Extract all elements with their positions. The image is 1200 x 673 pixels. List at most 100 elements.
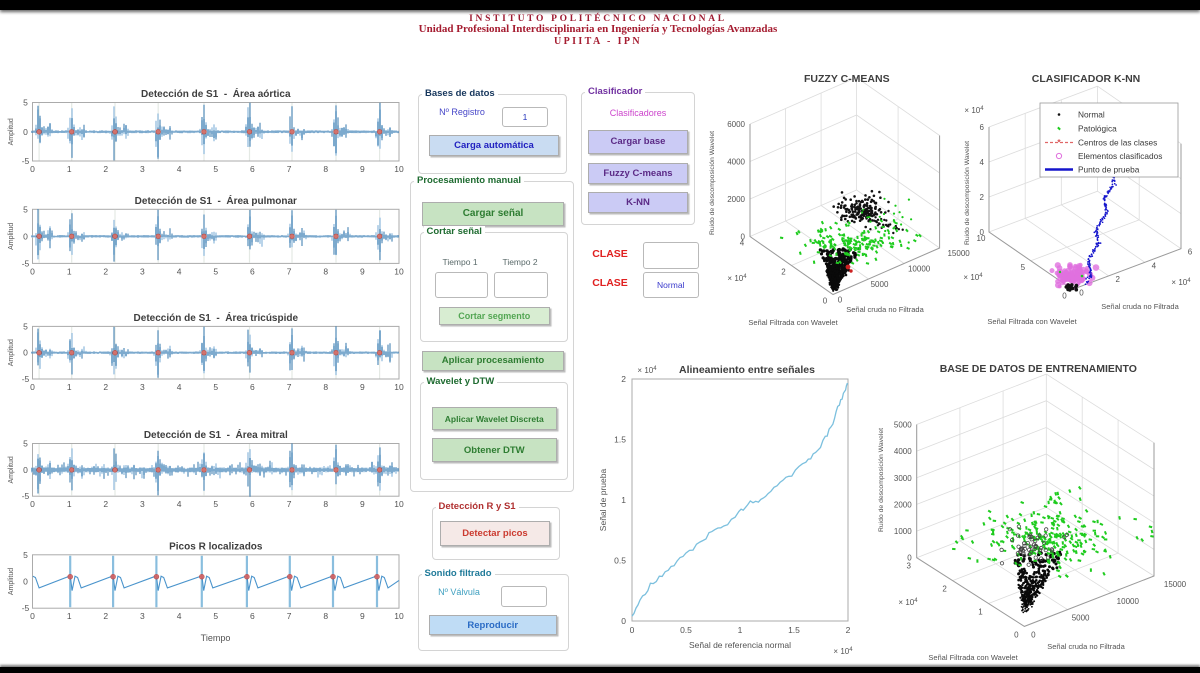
svg-text:Señal cruda no Filtrada: Señal cruda no Filtrada <box>1047 642 1125 651</box>
svg-text:4000: 4000 <box>894 447 912 456</box>
svg-text:5: 5 <box>23 204 28 214</box>
svg-text:Elementos clasificados: Elementos clasificados <box>1078 151 1162 161</box>
svg-text:0: 0 <box>838 296 843 305</box>
svg-text:0: 0 <box>30 499 35 509</box>
svg-text:4: 4 <box>1152 261 1157 270</box>
svg-text:8: 8 <box>323 611 328 621</box>
svg-text:Amplitud: Amplitud <box>8 456 15 483</box>
svg-text:Ruido de descomposición Wavele: Ruido de descomposición Wavelet <box>709 131 716 235</box>
svg-text:1: 1 <box>978 608 983 617</box>
svg-text:9: 9 <box>360 611 365 621</box>
svg-text:Tiempo: Tiempo <box>201 633 231 643</box>
svg-text:8: 8 <box>323 266 328 276</box>
svg-text:8: 8 <box>323 164 328 174</box>
svg-text:9: 9 <box>360 382 365 392</box>
svg-text:2000: 2000 <box>727 195 745 204</box>
svg-text:*: * <box>1057 138 1061 148</box>
svg-text:0: 0 <box>1062 292 1067 301</box>
svg-text:3: 3 <box>140 611 145 621</box>
svg-text:0: 0 <box>621 616 626 626</box>
svg-text:Señal Filtrada con Wavelet: Señal Filtrada con Wavelet <box>748 318 838 327</box>
svg-text:Amplitud: Amplitud <box>8 568 15 595</box>
svg-text:Normal: Normal <box>1078 110 1105 120</box>
svg-text:Centros de las clases: Centros de las clases <box>1078 138 1157 148</box>
svg-text:7: 7 <box>287 611 292 621</box>
svg-text:2: 2 <box>781 268 786 277</box>
svg-text:2: 2 <box>1115 275 1120 284</box>
svg-text:5: 5 <box>1021 263 1026 272</box>
svg-text:Señal de prueba: Señal de prueba <box>598 469 608 532</box>
svg-text:0: 0 <box>23 465 28 475</box>
svg-text:FUZZY C-MEANS: FUZZY C-MEANS <box>804 73 890 85</box>
svg-text:0: 0 <box>1079 289 1084 298</box>
svg-text:0: 0 <box>30 611 35 621</box>
svg-text:× 104: × 104 <box>833 647 853 656</box>
svg-text:5: 5 <box>23 321 28 331</box>
svg-text:× 104: × 104 <box>1171 278 1191 287</box>
svg-text:5: 5 <box>23 439 28 449</box>
svg-text:0: 0 <box>23 127 28 137</box>
svg-text:10: 10 <box>394 164 404 174</box>
svg-text:10000: 10000 <box>1117 597 1140 606</box>
svg-text:15000: 15000 <box>1164 580 1187 589</box>
svg-text:1: 1 <box>67 611 72 621</box>
svg-text:5: 5 <box>213 499 218 509</box>
svg-text:0: 0 <box>980 228 985 237</box>
svg-text:-5: -5 <box>22 374 30 384</box>
svg-text:4: 4 <box>177 382 182 392</box>
svg-text:0: 0 <box>1031 630 1036 639</box>
svg-text:1.5: 1.5 <box>614 435 626 445</box>
svg-text:4: 4 <box>177 611 182 621</box>
svg-text:Punto de prueba: Punto de prueba <box>1078 165 1140 175</box>
svg-text:Detección de S1 - Área aórti: Detección de S1 - Área aórtica <box>141 87 291 100</box>
svg-text:0: 0 <box>907 554 912 563</box>
svg-text:1: 1 <box>67 499 72 509</box>
svg-text:6: 6 <box>250 499 255 509</box>
svg-text:9: 9 <box>360 499 365 509</box>
svg-text:1.5: 1.5 <box>788 625 800 635</box>
svg-text:10: 10 <box>394 266 404 276</box>
svg-text:-5: -5 <box>22 156 30 166</box>
svg-text:5: 5 <box>213 611 218 621</box>
svg-text:5: 5 <box>213 382 218 392</box>
svg-text:10: 10 <box>394 382 404 392</box>
svg-text:× 104: × 104 <box>727 274 747 283</box>
svg-text:5000: 5000 <box>894 421 912 430</box>
svg-text:Señal cruda no Filtrada: Señal cruda no Filtrada <box>1101 302 1179 311</box>
svg-text:6: 6 <box>1188 248 1193 257</box>
svg-text:5000: 5000 <box>1072 614 1090 623</box>
svg-text:0.5: 0.5 <box>680 625 692 635</box>
svg-text:8: 8 <box>323 382 328 392</box>
svg-text:4: 4 <box>740 239 745 248</box>
svg-text:1: 1 <box>67 266 72 276</box>
svg-text:10: 10 <box>394 611 404 621</box>
svg-text:4: 4 <box>177 164 182 174</box>
svg-text:2: 2 <box>846 625 851 635</box>
svg-text:8: 8 <box>323 499 328 509</box>
svg-text:5: 5 <box>23 98 28 108</box>
svg-text:4: 4 <box>177 266 182 276</box>
svg-text:2: 2 <box>980 193 985 202</box>
svg-text:Patológica: Patológica <box>1078 124 1117 134</box>
svg-text:0: 0 <box>823 297 828 306</box>
svg-text:Señal de referencia normal: Señal de referencia normal <box>689 640 791 650</box>
svg-text:Detección de S1 - Área mitra: Detección de S1 - Área mitral <box>144 428 288 441</box>
svg-text:Detección de S1 - Área pulmo: Detección de S1 - Área pulmonar <box>135 194 297 207</box>
svg-text:2: 2 <box>103 611 108 621</box>
svg-text:6: 6 <box>250 164 255 174</box>
svg-text:5: 5 <box>213 164 218 174</box>
svg-text:0: 0 <box>630 625 635 635</box>
svg-text:1: 1 <box>67 382 72 392</box>
svg-text:5: 5 <box>213 266 218 276</box>
svg-text:6: 6 <box>980 123 985 132</box>
svg-text:2: 2 <box>103 499 108 509</box>
svg-text:Amplitud: Amplitud <box>8 339 15 366</box>
svg-text:0: 0 <box>30 164 35 174</box>
svg-text:0: 0 <box>23 577 28 587</box>
svg-text:Amplitud: Amplitud <box>8 223 15 250</box>
svg-text:× 104: × 104 <box>963 273 983 282</box>
svg-text:5000: 5000 <box>871 280 889 289</box>
svg-text:CLASIFICADOR K-NN: CLASIFICADOR K-NN <box>1032 73 1141 85</box>
svg-text:Señal Filtrada con Wavelet: Señal Filtrada con Wavelet <box>928 653 1018 662</box>
svg-text:-5: -5 <box>22 603 30 613</box>
